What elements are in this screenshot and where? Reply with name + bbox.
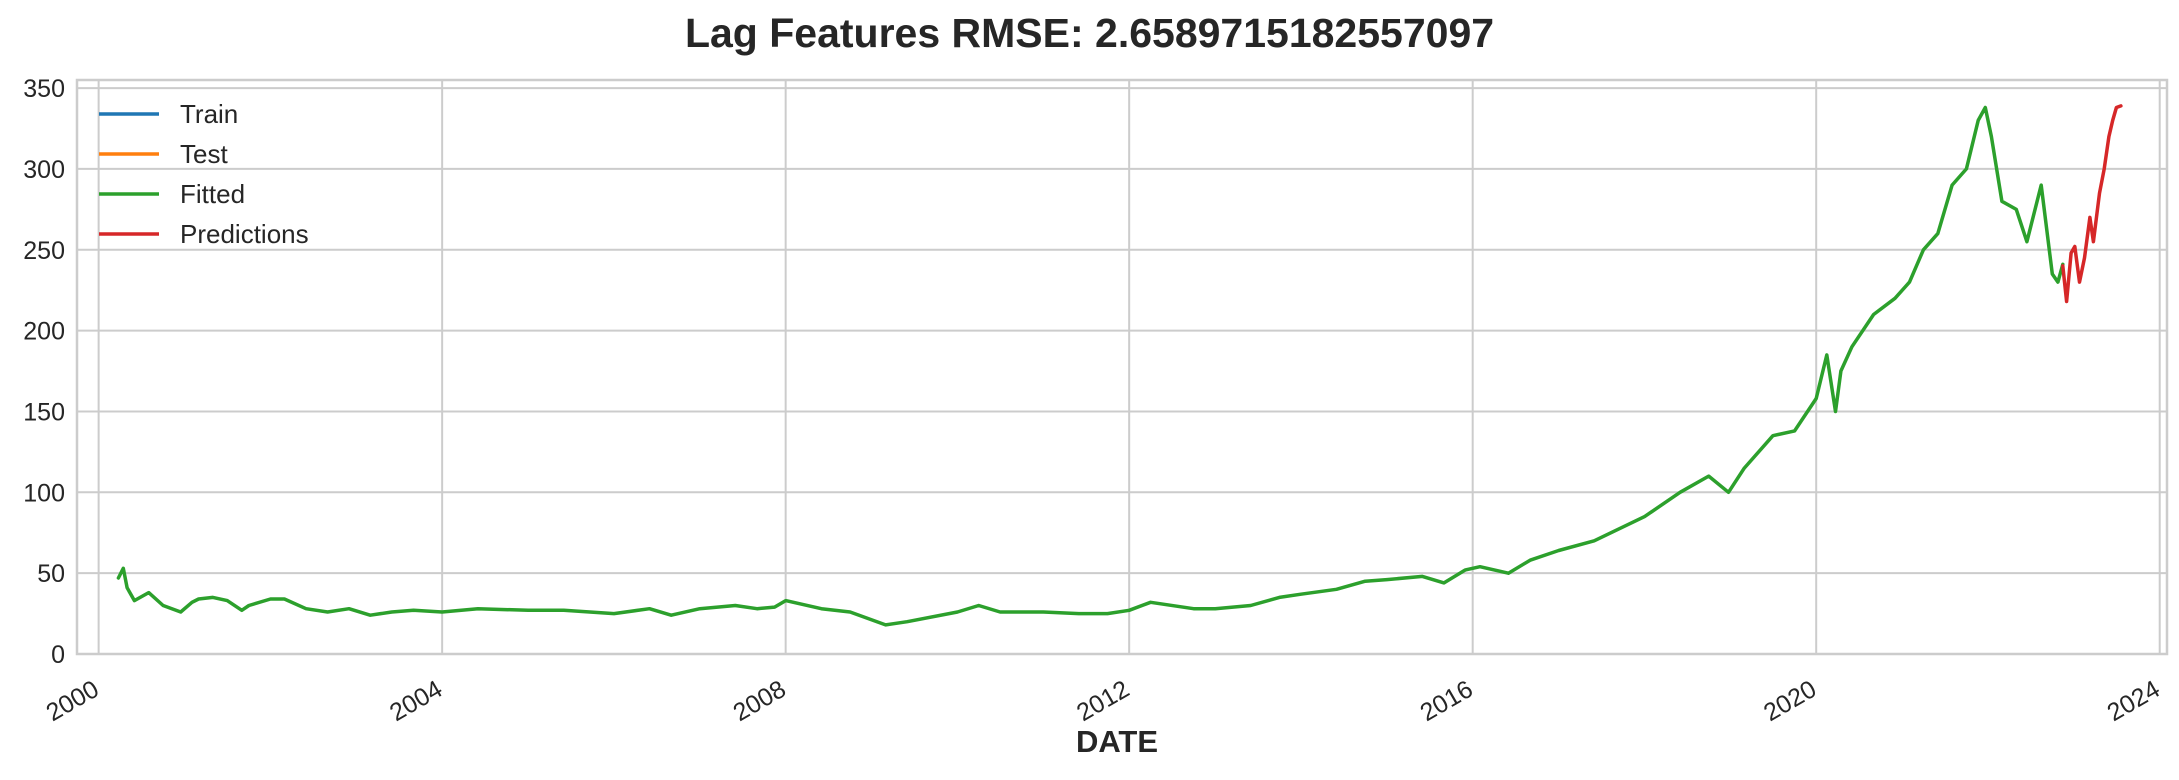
x-tick-label: 2008	[728, 675, 790, 727]
chart-title: Lag Features RMSE: 2.6589715182557097	[684, 10, 1495, 56]
legend-label-fitted: Fitted	[180, 179, 245, 209]
legend-label-predictions: Predictions	[180, 219, 309, 249]
x-tick-label: 2000	[41, 675, 103, 727]
y-tick-label: 200	[23, 318, 65, 346]
x-tick-label: 2024	[2103, 675, 2165, 727]
y-tick-label: 300	[23, 156, 65, 184]
grid-lines	[77, 80, 2167, 655]
y-tick-label: 50	[37, 560, 65, 588]
series-line-predictions	[2061, 104, 2123, 304]
x-tick-label: 2016	[1416, 675, 1478, 727]
x-axis-title: DATE	[1076, 724, 1158, 759]
series-line-fitted	[116, 105, 2065, 627]
plot-area	[75, 78, 2169, 656]
y-tick-label: 250	[23, 237, 65, 265]
legend: Train Test Fitted Predictions	[99, 99, 309, 249]
y-tick-label: 150	[23, 398, 65, 426]
y-tick-label: 100	[23, 479, 65, 507]
x-tick-label: 2004	[385, 675, 447, 727]
legend-label-train: Train	[180, 99, 238, 129]
y-tick-label: 0	[51, 641, 65, 669]
series-lines	[116, 104, 2123, 627]
y-tick-label: 350	[23, 75, 65, 103]
x-tick-label: 2020	[1759, 675, 1821, 727]
legend-label-test: Test	[180, 139, 228, 169]
x-tick-label: 2012	[1072, 675, 1134, 727]
